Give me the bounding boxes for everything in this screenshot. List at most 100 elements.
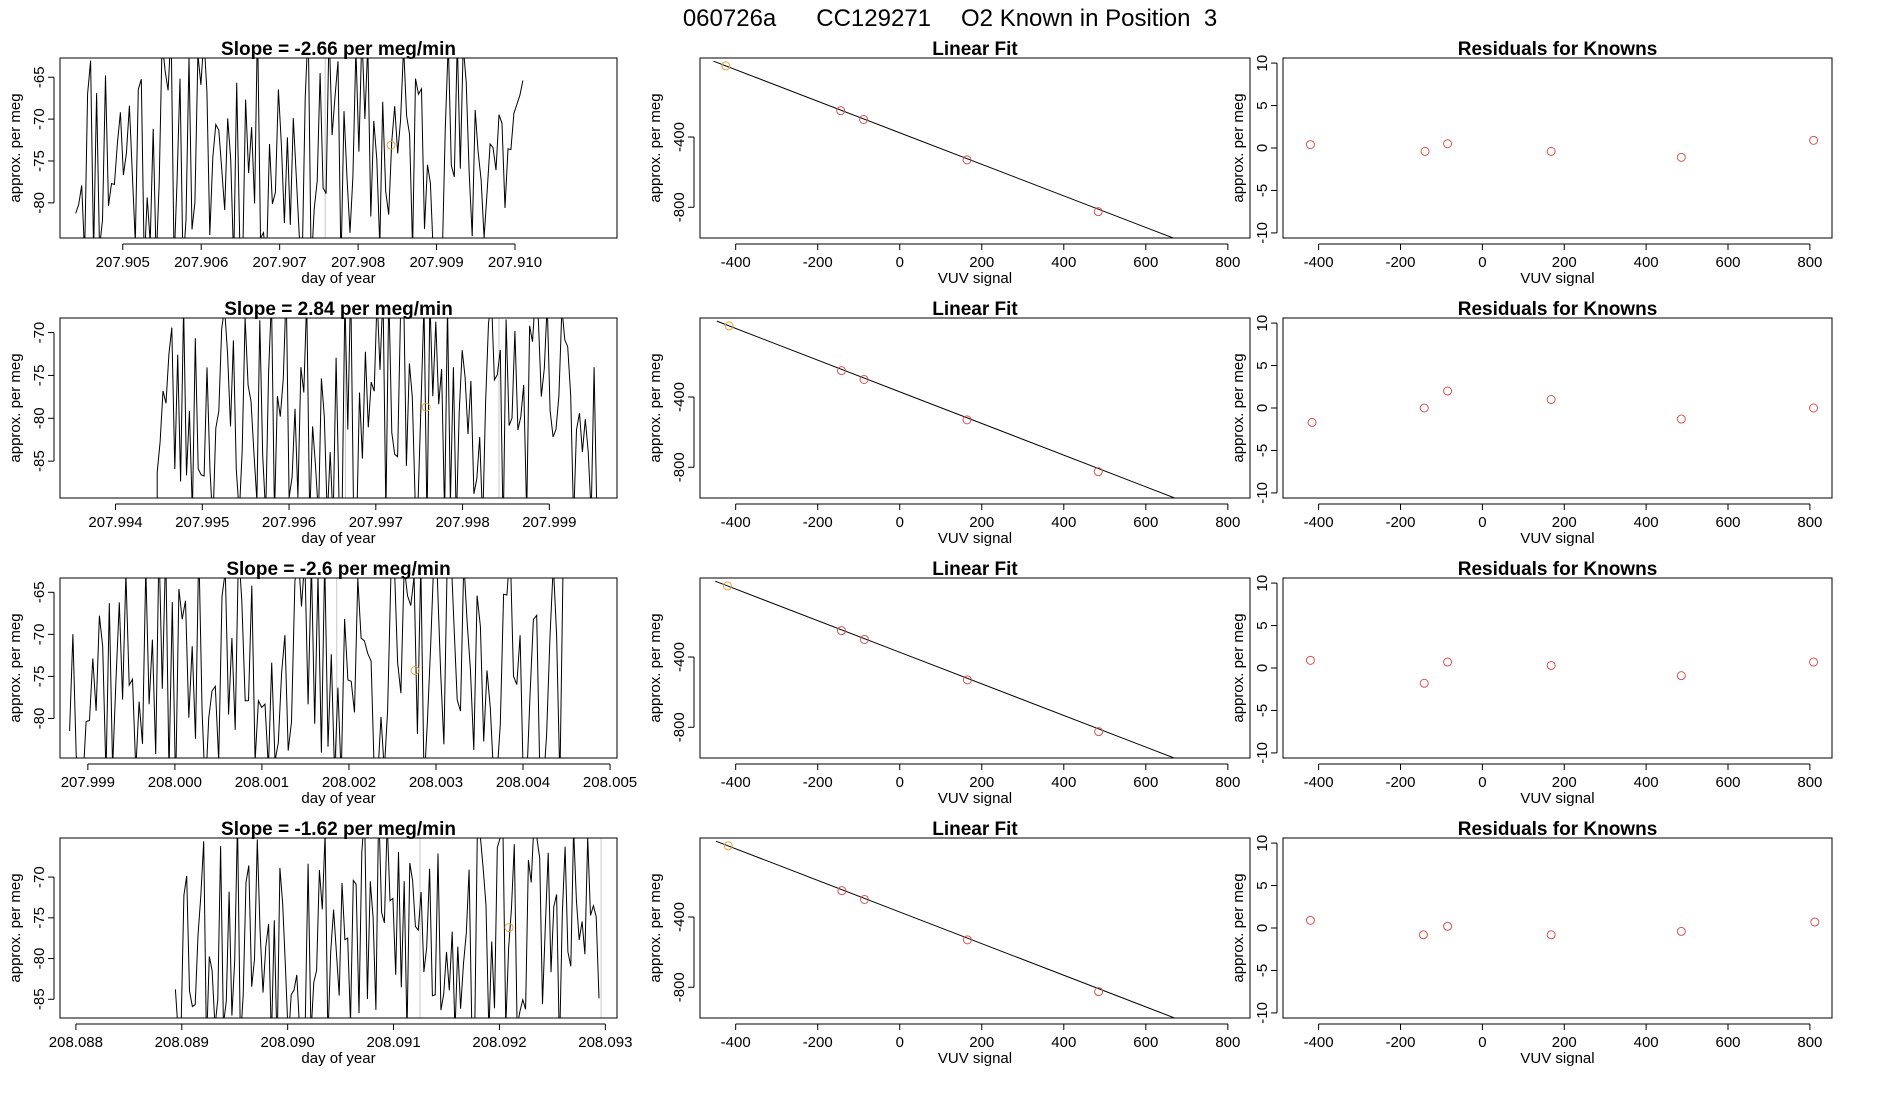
y-tick-label: -75 bbox=[31, 907, 48, 929]
x-tick-label: -400 bbox=[1304, 254, 1334, 271]
residual-point bbox=[1443, 386, 1453, 396]
x-tick-label: -200 bbox=[1385, 514, 1415, 531]
x-axis-label: day of year bbox=[301, 270, 375, 287]
fit-data-point bbox=[721, 61, 731, 71]
residual-point bbox=[1420, 146, 1430, 156]
plot-area bbox=[714, 580, 1176, 758]
panel-title: Slope = -2.66 per meg/min bbox=[221, 39, 456, 60]
x-tick-label: 208.092 bbox=[472, 1034, 526, 1051]
x-axis-label: VUV signal bbox=[938, 1050, 1012, 1067]
x-tick-label: -200 bbox=[1385, 1034, 1415, 1051]
x-tick-label: 207.905 bbox=[96, 254, 150, 271]
x-tick-label: 800 bbox=[1797, 1034, 1822, 1051]
timeseries-r3-panel: Slope = -2.6 per meg/min 207.999 208.000 20… bbox=[7, 559, 637, 807]
fit-line bbox=[716, 320, 1177, 498]
x-tick-label: 800 bbox=[1797, 254, 1822, 271]
plot-area bbox=[75, 58, 524, 238]
fit-data-point bbox=[836, 626, 846, 636]
y-tick-label: 0 bbox=[1254, 924, 1271, 932]
fit-line bbox=[715, 840, 1177, 1018]
residual-point bbox=[1809, 135, 1819, 145]
y-tick-label: -80 bbox=[31, 407, 48, 429]
x-tick-label: 207.999 bbox=[522, 514, 576, 531]
linear_fit-r2-panel: Linear Fit -400 -200 0 200 400 600 800 VUV signa… bbox=[647, 299, 1251, 547]
x-tick-label: 400 bbox=[1051, 774, 1076, 791]
x-tick-label: 208.091 bbox=[366, 1034, 420, 1051]
timeseries-r2-panel: Slope = 2.84 per meg/min 207.994 207.995 20… bbox=[7, 299, 618, 547]
x-tick-label: 208.000 bbox=[148, 774, 202, 791]
y-tick-label: -800 bbox=[671, 452, 688, 482]
fit-data-point bbox=[859, 374, 869, 384]
y-axis-label: approx. per meg bbox=[1230, 873, 1247, 982]
x-tick-label: 400 bbox=[1634, 254, 1659, 271]
x-axis-label: VUV signal bbox=[1520, 790, 1594, 807]
x-tick-label: 400 bbox=[1634, 514, 1659, 531]
x-tick-label: 0 bbox=[1478, 254, 1486, 271]
x-tick-label: 208.093 bbox=[578, 1034, 632, 1051]
y-tick-label: -400 bbox=[671, 902, 688, 932]
x-tick-label: 600 bbox=[1133, 774, 1158, 791]
x-tick-label: 200 bbox=[969, 1034, 994, 1051]
residuals-r1-panel: Residuals for Knowns -400 -200 0 200 400 600 80… bbox=[1230, 39, 1833, 287]
residual-point bbox=[1443, 139, 1453, 149]
y-axis-label: approx. per meg bbox=[647, 873, 664, 982]
x-tick-label: 207.907 bbox=[253, 254, 307, 271]
y-tick-label: 10 bbox=[1254, 575, 1271, 592]
y-tick-label: -70 bbox=[31, 322, 48, 344]
y-axis-label: approx. per meg bbox=[7, 873, 24, 982]
x-tick-label: 207.994 bbox=[88, 514, 142, 531]
x-axis-label: day of year bbox=[301, 530, 375, 547]
plot-frame bbox=[59, 57, 618, 239]
x-tick-label: 200 bbox=[1552, 774, 1577, 791]
y-tick-label: -800 bbox=[671, 712, 688, 742]
plot-frame bbox=[1282, 317, 1833, 499]
x-tick-label: 400 bbox=[1051, 1034, 1076, 1051]
fit-data-point bbox=[962, 415, 972, 425]
x-tick-label: 800 bbox=[1215, 514, 1240, 531]
y-tick-label: -80 bbox=[31, 948, 48, 970]
cylinder-id: CC129271 bbox=[816, 5, 931, 32]
fit-data-point bbox=[859, 894, 869, 904]
x-tick-label: 207.906 bbox=[174, 254, 228, 271]
fit-data-point bbox=[1094, 987, 1104, 997]
x-tick-label: 200 bbox=[969, 514, 994, 531]
x-tick-label: 207.910 bbox=[488, 254, 542, 271]
y-tick-label: 0 bbox=[1254, 144, 1271, 152]
y-tick-label: -800 bbox=[671, 972, 688, 1002]
y-axis-label: approx. per meg bbox=[7, 613, 24, 722]
y-tick-label: 10 bbox=[1254, 55, 1271, 72]
residual-point bbox=[1809, 403, 1819, 413]
plot-area bbox=[715, 840, 1177, 1018]
x-tick-label: 207.997 bbox=[349, 514, 403, 531]
x-tick-label: 200 bbox=[1552, 254, 1577, 271]
residual-point bbox=[1305, 915, 1315, 925]
x-tick-label: 600 bbox=[1133, 1034, 1158, 1051]
x-tick-label: 0 bbox=[896, 254, 904, 271]
x-tick-label: 200 bbox=[1552, 1034, 1577, 1051]
panel-title: Residuals for Knowns bbox=[1458, 819, 1658, 840]
y-tick-label: -75 bbox=[31, 150, 48, 172]
x-tick-label: 600 bbox=[1133, 254, 1158, 271]
plot-frame bbox=[59, 317, 618, 499]
plot-area bbox=[1305, 915, 1820, 940]
residual-point bbox=[1810, 917, 1820, 927]
x-axis-label: VUV signal bbox=[938, 530, 1012, 547]
residual-point bbox=[1809, 657, 1819, 667]
fit-data-point bbox=[836, 106, 846, 116]
fit-data-point bbox=[962, 675, 972, 685]
panel-title: Linear Fit bbox=[932, 39, 1018, 60]
residual-point bbox=[1546, 395, 1556, 405]
residual-point bbox=[1419, 403, 1429, 413]
x-tick-label: 0 bbox=[896, 514, 904, 531]
y-tick-label: -5 bbox=[1254, 964, 1271, 977]
y-tick-label: 0 bbox=[1254, 664, 1271, 672]
plot-frame bbox=[1282, 577, 1833, 759]
plot-area bbox=[156, 318, 598, 498]
x-tick-label: 208.089 bbox=[155, 1034, 209, 1051]
y-tick-label: 0 bbox=[1254, 404, 1271, 412]
plot-area bbox=[1305, 135, 1819, 162]
residuals-r2-panel: Residuals for Knowns -400 -200 0 200 400 600 80… bbox=[1230, 299, 1833, 547]
y-tick-label: 10 bbox=[1254, 835, 1271, 852]
fit-data-point bbox=[723, 841, 733, 851]
x-tick-label: 0 bbox=[1478, 514, 1486, 531]
